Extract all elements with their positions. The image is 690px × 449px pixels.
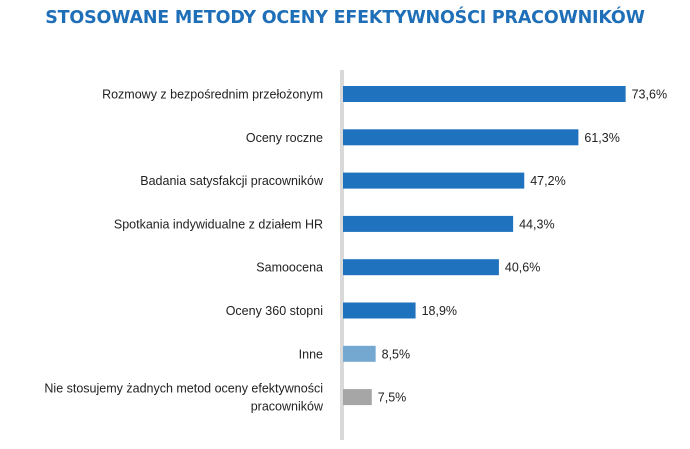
data-label-5: 18,9% (422, 304, 457, 318)
category-label-4: Samoocena (256, 261, 323, 275)
bar-7 (343, 389, 372, 406)
data-label-3: 44,3% (519, 217, 554, 231)
bar-2 (343, 172, 525, 189)
category-label-5: Oceny 360 stopni (226, 304, 323, 318)
category-label-line: Badania satysfakcji pracowników (140, 174, 324, 188)
category-label-line: Oceny 360 stopni (226, 304, 323, 318)
bar-0 (343, 86, 626, 102)
category-label-line: Oceny roczne (246, 131, 323, 145)
data-label-6: 8,5% (382, 347, 411, 361)
category-label-6: Inne (299, 347, 323, 361)
category-label-line: pracowników (251, 400, 324, 414)
data-label-7: 7,5% (378, 391, 407, 405)
bar-5 (343, 302, 416, 319)
category-label-3: Spotkania indywidualne z działem HR (114, 217, 323, 231)
category-label-2: Badania satysfakcji pracowników (140, 174, 324, 188)
category-label-line: Inne (299, 347, 323, 361)
data-label-0: 73,6% (632, 88, 667, 102)
category-label-line: Rozmowy z bezpośrednim przełożonym (102, 88, 323, 102)
category-label-1: Oceny roczne (246, 131, 323, 145)
chart-title: STOSOWANE METODY OCENY EFEKTYWNOŚCI PRAC… (45, 8, 645, 28)
data-label-2: 47,2% (530, 174, 565, 188)
category-label-0: Rozmowy z bezpośrednim przełożonym (102, 88, 323, 102)
bar-1 (343, 129, 579, 146)
category-label-line: Spotkania indywidualne z działem HR (114, 217, 323, 231)
data-label-1: 61,3% (584, 131, 619, 145)
bar-6 (343, 345, 376, 362)
bar-4 (343, 259, 499, 276)
category-label-line: Samoocena (256, 261, 323, 275)
y-axis-line (340, 70, 344, 440)
bar-3 (343, 215, 514, 232)
category-label-7: Nie stosujemy żadnych metod oceny efekty… (44, 382, 324, 414)
category-label-line: Nie stosujemy żadnych metod oceny efekty… (44, 382, 323, 396)
data-label-4: 40,6% (505, 261, 540, 275)
